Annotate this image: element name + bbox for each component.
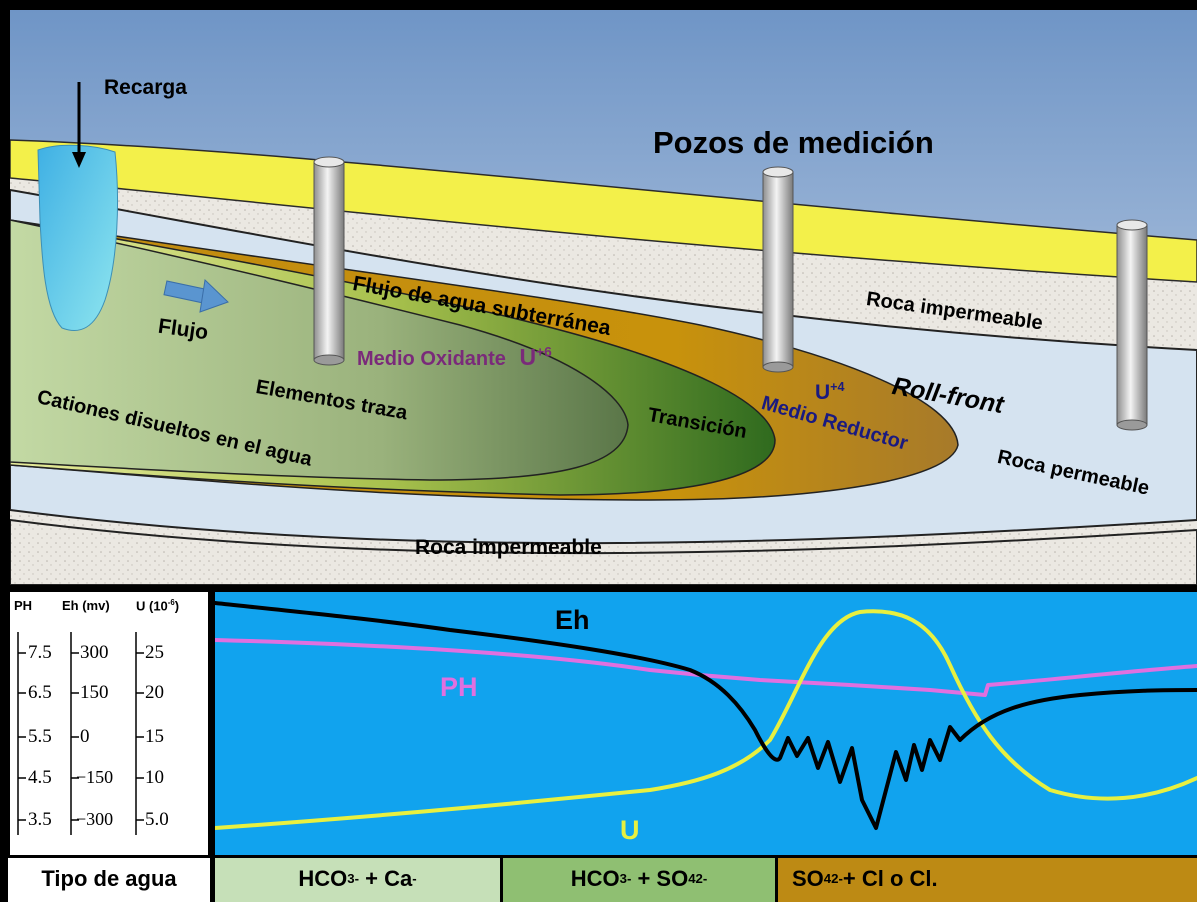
recharge-label: Recarga <box>104 76 187 99</box>
recharge-plume <box>37 144 119 332</box>
ph-tick: 5.5 <box>28 726 52 747</box>
water-type-2: HCO 3- + SO 4 2- <box>570 865 708 891</box>
water-type-sulfate-chloride <box>778 858 1197 902</box>
ph-tick: 6.5 <box>28 682 52 703</box>
ph-tick: 3.5 <box>28 809 52 830</box>
scales-panel <box>10 592 208 855</box>
u4-label: U+4 <box>815 380 845 404</box>
wells-title: Pozos de medición <box>653 125 934 160</box>
water-type-3: SO 4 2- + Cl o Cl. <box>792 865 938 891</box>
u-tick: 5.0 <box>145 809 169 830</box>
water-type-1: HCO 3- + Ca - <box>298 865 417 891</box>
water-type-label: Tipo de agua <box>41 865 177 891</box>
ph-tick: 4.5 <box>28 767 52 788</box>
scale-axes <box>17 632 144 835</box>
measurement-well <box>1116 219 1148 431</box>
eh-tick: 300 <box>80 642 109 663</box>
u-tick: 10 <box>145 767 164 788</box>
ph-curve-label: PH <box>440 672 478 702</box>
eh-tick: −300 <box>76 809 114 829</box>
eh-scale-header: Eh (mv) <box>62 598 110 613</box>
profile-chart-area <box>215 592 1197 855</box>
u-curve <box>215 609 1197 830</box>
ph-curve <box>215 638 1197 697</box>
ph-tick: 7.5 <box>28 642 52 663</box>
water-type-bicarbonate-sulfate <box>503 858 775 902</box>
eh-tick: −150 <box>76 767 114 787</box>
water-type-bicarbonate-calcium <box>215 858 500 902</box>
u-tick: 25 <box>145 642 164 663</box>
measurement-well <box>762 166 794 373</box>
eh-curve <box>215 601 1197 830</box>
recharge-arrowhead <box>72 152 86 168</box>
eh-tick: 0 <box>80 726 90 747</box>
u-scale-header: U (10-6) <box>136 598 180 614</box>
lower-rock-label: Roca impermeable <box>415 536 602 559</box>
eh-curve-label: Eh <box>555 605 590 635</box>
eh-tick: 150 <box>80 682 109 703</box>
u-curve-label: U <box>620 815 640 845</box>
ph-scale-header: PH <box>14 598 33 613</box>
oxidizing-label: Medio Oxidante U+6 <box>357 344 552 370</box>
measurement-well <box>313 156 345 366</box>
u-tick: 20 <box>145 682 164 703</box>
lower-impermeable-layer <box>10 518 1197 585</box>
u-tick: 15 <box>145 726 164 747</box>
water-type-label-cell <box>8 858 210 902</box>
flow-arrow-icon <box>163 278 229 313</box>
